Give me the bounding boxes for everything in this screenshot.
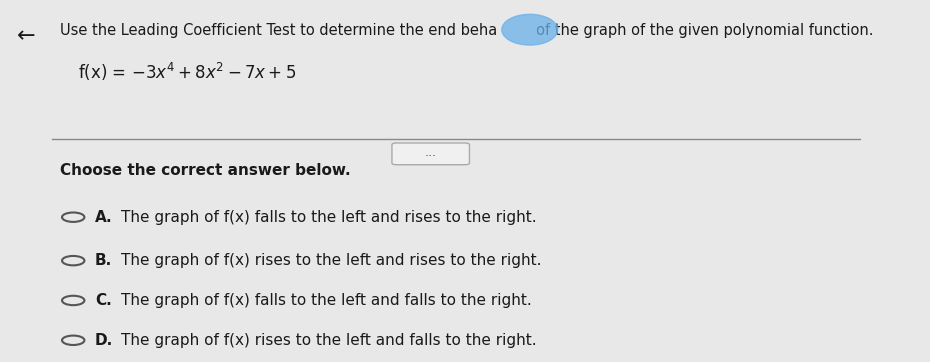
Text: A.: A. xyxy=(95,210,113,225)
FancyBboxPatch shape xyxy=(392,143,470,165)
Text: The graph of f(x) rises to the left and falls to the right.: The graph of f(x) rises to the left and … xyxy=(121,333,537,348)
Text: The graph of f(x) rises to the left and rises to the right.: The graph of f(x) rises to the left and … xyxy=(121,253,541,268)
Text: of the graph of the given polynomial function.: of the graph of the given polynomial fun… xyxy=(512,23,873,38)
Text: The graph of f(x) falls to the left and falls to the right.: The graph of f(x) falls to the left and … xyxy=(121,293,531,308)
Text: The graph of f(x) falls to the left and rises to the right.: The graph of f(x) falls to the left and … xyxy=(121,210,537,225)
Text: Choose the correct answer below.: Choose the correct answer below. xyxy=(60,163,351,178)
Text: D.: D. xyxy=(95,333,113,348)
Text: B.: B. xyxy=(95,253,112,268)
Text: Use the Leading Coefficient Test to determine the end beha: Use the Leading Coefficient Test to dete… xyxy=(60,23,498,38)
Text: ←: ← xyxy=(17,26,35,46)
Text: C.: C. xyxy=(95,293,112,308)
Text: ...: ... xyxy=(425,146,437,159)
Text: f(x) = $-3x^4+8x^2-7x+5$: f(x) = $-3x^4+8x^2-7x+5$ xyxy=(77,61,296,84)
Ellipse shape xyxy=(502,14,558,45)
